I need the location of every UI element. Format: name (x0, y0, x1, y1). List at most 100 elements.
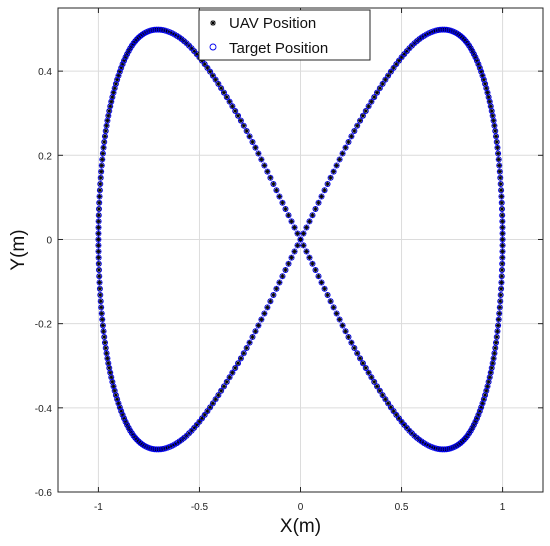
uav-point (360, 360, 366, 366)
uav-point (357, 355, 363, 361)
target-point (321, 187, 328, 194)
target-point (495, 156, 502, 163)
target-point (315, 199, 322, 206)
uav-point (491, 123, 498, 129)
target-point (116, 404, 123, 411)
target-point (207, 404, 214, 411)
target-point (306, 218, 313, 225)
uav-point (318, 193, 325, 200)
target-point (95, 212, 102, 219)
uav-point (226, 374, 233, 380)
uav-point (101, 334, 107, 340)
target-point (483, 85, 490, 92)
target-point (439, 26, 446, 33)
target-point (354, 350, 361, 357)
target-point (496, 168, 503, 175)
x-tick-label: 0.5 (395, 502, 409, 513)
target-point (249, 138, 256, 145)
target-point (499, 242, 506, 249)
target-point (121, 415, 128, 422)
target-point (327, 174, 334, 181)
uav-point (96, 212, 102, 218)
uav-point (261, 162, 267, 169)
target-point (362, 364, 369, 371)
uav-point (315, 200, 322, 206)
uav-point (336, 156, 343, 163)
uav-point (492, 128, 498, 134)
uav-point (498, 187, 504, 193)
uav-point (288, 254, 295, 261)
target-point (475, 61, 482, 68)
uav-point (96, 267, 102, 273)
target-point (469, 48, 476, 55)
uav-point (351, 345, 357, 351)
target-point (98, 162, 105, 169)
target-point (209, 400, 216, 407)
target-point (108, 374, 115, 381)
uav-point (279, 273, 286, 279)
uav-point (342, 145, 349, 151)
target-point (460, 36, 467, 43)
legend-box (198, 9, 371, 61)
target-point (321, 285, 328, 292)
target-point (98, 304, 105, 311)
target-point (111, 85, 118, 92)
target-point (445, 445, 452, 452)
target-point (327, 298, 334, 305)
target-point (215, 80, 222, 87)
uav-point (334, 310, 340, 317)
uav-point (252, 328, 259, 334)
uav-point (385, 400, 391, 406)
y-tick-label: 0 (46, 235, 52, 246)
uav-point (95, 230, 102, 237)
target-point (119, 61, 126, 68)
target-point (101, 334, 108, 341)
target-point (134, 436, 141, 443)
target-point (498, 193, 505, 200)
uav-point (489, 365, 495, 371)
uav-point (498, 279, 505, 286)
uav-point (494, 145, 501, 151)
target-point (473, 415, 480, 422)
uav-point (97, 181, 103, 187)
uav-point (496, 156, 502, 163)
uav-point (235, 113, 241, 119)
target-point (499, 218, 506, 225)
uav-point (246, 133, 253, 139)
uav-point (354, 123, 360, 129)
target-point (110, 89, 117, 96)
target-point (354, 122, 361, 129)
target-point (100, 328, 107, 335)
uav-point (486, 94, 492, 100)
target-point (261, 162, 268, 169)
uav-point (102, 133, 108, 139)
uav-point (264, 304, 270, 310)
uav-point (99, 162, 105, 169)
uav-point (241, 123, 247, 129)
target-point (294, 230, 301, 237)
uav-point (102, 339, 108, 346)
target-point (342, 328, 349, 335)
target-point (318, 193, 325, 200)
target-point (495, 322, 502, 329)
target-point (499, 254, 506, 261)
target-point (473, 57, 480, 64)
uav-point (108, 99, 114, 105)
uav-legend-glyph (210, 20, 216, 26)
target-point (462, 434, 469, 441)
target-point (264, 168, 271, 175)
target-point (125, 48, 132, 55)
uav-point (270, 292, 277, 298)
uav-point (493, 339, 499, 346)
uav-point (218, 388, 224, 394)
legend-marker-target (209, 43, 217, 51)
target-point (459, 438, 466, 445)
target-point (368, 374, 375, 381)
target-point (160, 27, 167, 34)
target-point (499, 248, 506, 255)
target-point (226, 98, 233, 105)
uav-point (490, 118, 497, 124)
target-point (279, 273, 286, 280)
target-point (99, 322, 106, 329)
uav-point (499, 273, 505, 279)
